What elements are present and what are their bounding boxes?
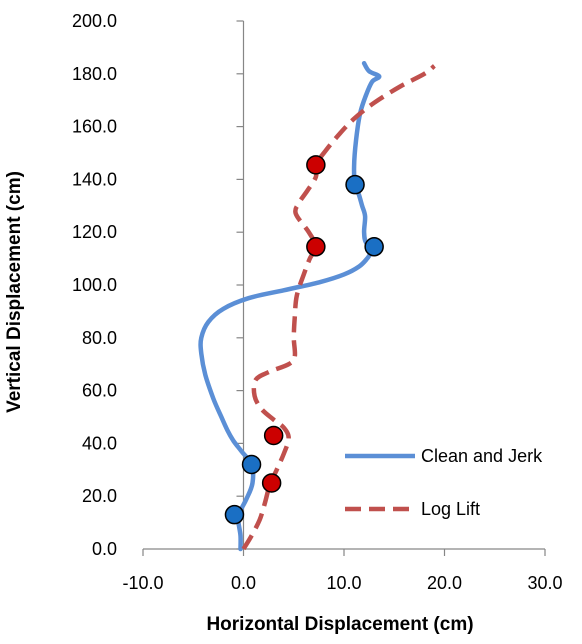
x-tick-label: -10.0: [122, 573, 163, 593]
data-point-marker: [345, 174, 365, 195]
marker-layer: [224, 155, 384, 525]
data-point-marker: [241, 454, 262, 475]
y-tick-label: 40.0: [82, 433, 117, 453]
x-tick-label: 10.0: [326, 573, 361, 593]
data-point-marker: [261, 473, 282, 493]
y-tick-label: 80.0: [82, 328, 117, 348]
series-layer: [198, 60, 436, 552]
legend: Clean and Jerk Log Lift: [345, 446, 543, 519]
y-tick-label: 160.0: [72, 117, 117, 137]
y-tick-label: 120.0: [72, 222, 117, 242]
data-point-marker: [306, 236, 326, 257]
y-tick-label: 0.0: [92, 539, 117, 559]
axes-group: [142, 20, 546, 556]
series-line-log-lift: [241, 64, 436, 551]
y-tick-label: 180.0: [72, 64, 117, 84]
legend-label: Clean and Jerk: [421, 446, 543, 466]
data-point-marker: [224, 504, 245, 525]
tick-labels-group: -10.0 0.0 10.0 20.0 30.00.020.040.060.080.01…: [72, 11, 563, 593]
y-tick-label: 200.0: [72, 11, 117, 31]
legend-label: Log Lift: [421, 499, 480, 519]
data-point-marker: [306, 155, 326, 175]
x-tick-label: 30.0: [527, 573, 562, 593]
y-tick-label: 100.0: [72, 275, 117, 295]
data-point-marker: [364, 236, 384, 257]
data-point-marker: [263, 425, 284, 446]
y-tick-label: 60.0: [82, 381, 117, 401]
x-axis-title: Horizontal Displacement (cm): [206, 614, 473, 635]
x-tick-label: 0.0: [231, 573, 256, 593]
y-tick-label: 140.0: [72, 169, 117, 189]
y-axis-title: Vertical Displacement (cm): [4, 171, 25, 413]
series-line-clean-and-jerk: [198, 60, 382, 552]
y-tick-label: 20.0: [82, 486, 117, 506]
x-tick-label: 20.0: [427, 573, 462, 593]
